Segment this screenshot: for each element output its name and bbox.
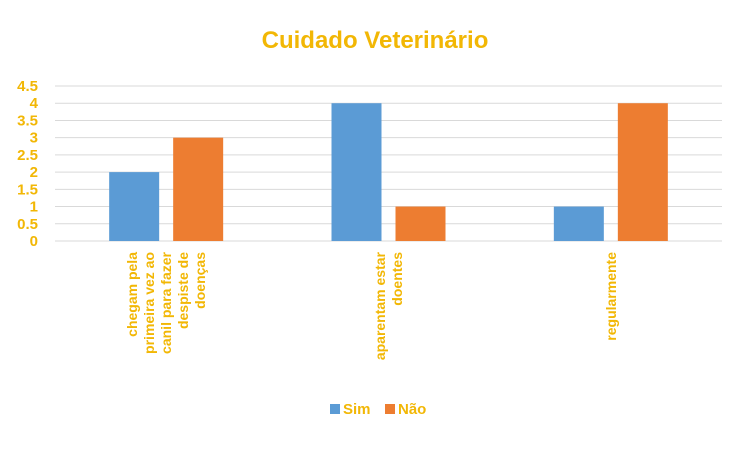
legend-entry: Não [398,401,426,418]
category-label-line: despiste de [175,252,191,329]
y-tick-label: 3 [30,130,38,147]
bar-sim [331,103,382,241]
y-tick-label: 2.5 [17,147,38,164]
y-tick-label: 0 [30,233,38,250]
y-axis-ticks: 00.511.522.533.544.5 [17,78,39,250]
x-axis-category-labels: chegam pela primeira vez ao canil para faz… [124,251,619,360]
chart-title: Cuidado Veterinário [262,27,489,54]
category-label: regularmente [603,252,619,341]
bar-sim [109,172,160,241]
legend-swatch [330,404,340,414]
y-tick-label: 4.5 [17,78,38,95]
gridlines [55,85,722,242]
category-label: chegam pela primeira vez ao canil para faz… [124,251,208,353]
bar-não [617,103,668,241]
category-label-line: regularmente [603,252,619,341]
category-label-line: chegam pela [124,252,140,337]
y-tick-label: 3.5 [17,112,38,129]
y-tick-label: 1 [30,199,38,216]
category-label-line: primeira vez ao [141,252,157,354]
legend-entry: Sim [343,401,371,418]
legend: Sim Não [330,401,426,418]
bars [109,103,668,241]
y-tick-label: 2 [30,164,38,181]
bar-sim [553,206,604,241]
category-label-line: doenças [192,252,208,309]
y-tick-label: 1.5 [17,181,38,198]
y-tick-label: 4 [30,95,39,112]
category-label-line: aparentam estar [372,251,388,360]
bar-não [395,206,446,241]
category-label-line: doentes [389,252,405,306]
bar-não [173,137,224,241]
category-label: aparentam estar doentes [372,251,405,360]
category-label-line: canil para fazer [158,251,174,353]
y-tick-label: 0.5 [17,216,38,233]
legend-swatch [385,404,395,414]
